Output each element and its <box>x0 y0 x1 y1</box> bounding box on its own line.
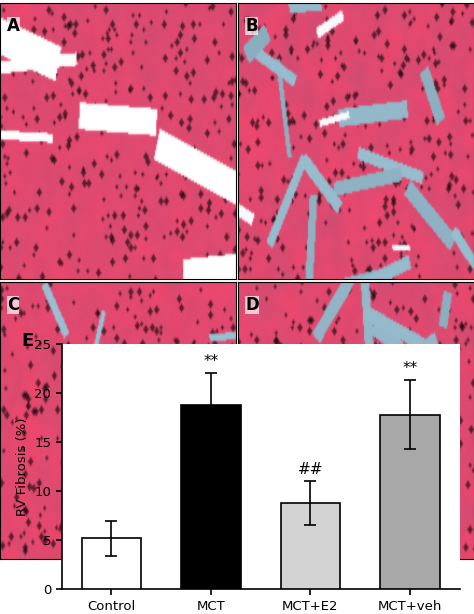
Text: A: A <box>7 17 20 35</box>
Y-axis label: RV Fibrosis (%): RV Fibrosis (%) <box>16 418 28 516</box>
Bar <box>380 414 440 589</box>
Text: C: C <box>7 296 19 314</box>
Text: ##: ## <box>298 462 323 478</box>
Text: **: ** <box>203 354 219 370</box>
Text: **: ** <box>402 361 418 376</box>
Bar <box>82 538 141 589</box>
Text: B: B <box>245 17 258 35</box>
Bar <box>281 503 340 589</box>
Text: D: D <box>245 296 259 314</box>
Text: E: E <box>22 332 34 349</box>
Bar <box>181 405 241 589</box>
